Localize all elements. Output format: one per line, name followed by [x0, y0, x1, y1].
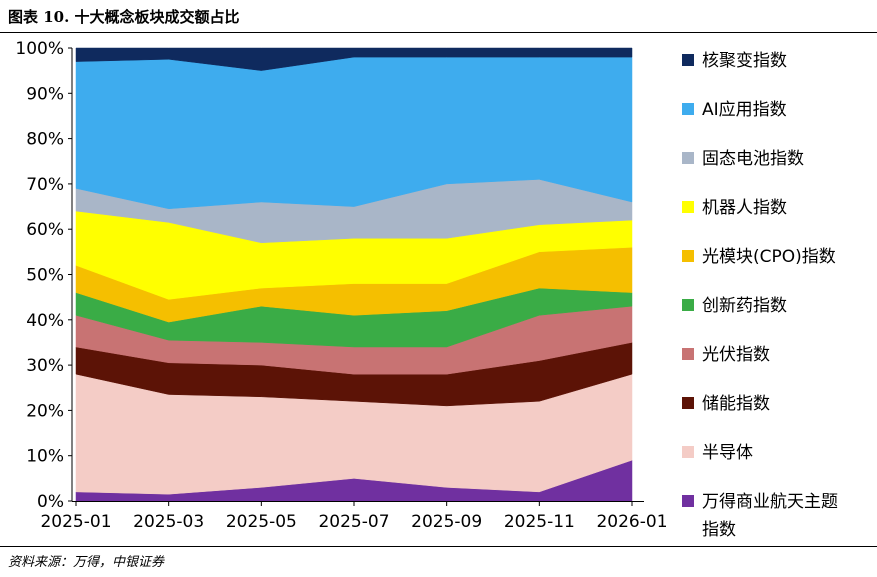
legend-label: 光模块(CPO)指数 [702, 247, 836, 267]
figure-title: 图表 10. 十大概念板块成交额占比 [8, 8, 240, 26]
legend-swatch [682, 201, 694, 213]
legend-swatch [682, 152, 694, 164]
y-tick-label: 50% [26, 266, 64, 286]
x-tick-label: 2025-05 [226, 512, 297, 532]
x-tick-label: 2026-01 [596, 512, 667, 532]
legend-label: 光伏指数 [702, 345, 770, 365]
legend-label: 固态电池指数 [702, 149, 804, 169]
legend-swatch [682, 299, 694, 311]
y-tick-label: 100% [15, 39, 64, 59]
y-tick-label: 30% [26, 356, 64, 376]
legend-swatch [682, 54, 694, 66]
legend-label: 半导体 [702, 443, 753, 463]
x-tick-label: 2025-11 [504, 512, 575, 532]
legend-label: 指数 [702, 520, 736, 540]
legend-swatch [682, 348, 694, 360]
y-tick-label: 80% [26, 130, 64, 150]
legend-label: 万得商业航天主题 [702, 492, 838, 512]
chart-areas [75, 47, 633, 502]
legend-swatch [682, 446, 694, 458]
y-tick-label: 10% [26, 447, 64, 467]
legend-swatch [682, 103, 694, 115]
legend-label: 创新药指数 [702, 296, 787, 316]
chart-legend: 核聚变指数 AI应用指数固态电池指数机器人指数光模块(CPO)指数创新药指数光伏指… [682, 51, 838, 540]
y-tick-label: 40% [26, 311, 64, 331]
x-tick-label: 2025-07 [318, 512, 389, 532]
y-tick-label: 0% [37, 492, 64, 512]
top-rule [0, 32, 877, 33]
legend-label: 储能指数 [702, 394, 770, 414]
x-tick-label: 2025-01 [40, 512, 111, 532]
legend-label: 核聚变指数 [702, 51, 787, 71]
y-tick-label: 90% [26, 84, 64, 104]
y-tick-label: 70% [26, 175, 64, 195]
source-note: 资料来源：万得，中银证券 [8, 555, 165, 570]
legend-label: AI应用指数 [702, 100, 787, 120]
area-series-9 [75, 47, 633, 71]
y-tick-label: 20% [26, 401, 64, 421]
y-tick-label: 60% [26, 220, 64, 240]
legend-label: 机器人指数 [702, 198, 787, 218]
chart-axes: 0% 10% 20% 30% 40% 50% 60% 70% 80% 90% 100% 2025-01… [15, 39, 667, 532]
legend-swatch [682, 250, 694, 262]
legend-swatch [682, 495, 694, 507]
legend-swatch [682, 397, 694, 409]
bottom-rule [0, 546, 877, 547]
x-tick-label: 2025-03 [133, 512, 204, 532]
stacked-area-chart: 0% 10% 20% 30% 40% 50% 60% 70% 80% 90% 100% 2025-01… [15, 39, 838, 540]
x-tick-label: 2025-09 [411, 512, 482, 532]
